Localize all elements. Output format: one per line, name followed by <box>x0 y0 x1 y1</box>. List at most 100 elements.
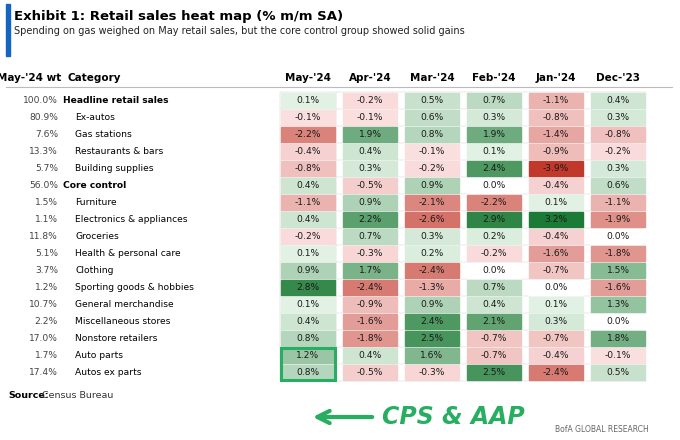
Text: -2.6%: -2.6% <box>419 215 445 224</box>
Text: Autos ex parts: Autos ex parts <box>75 368 141 377</box>
Bar <box>591 365 645 380</box>
Bar <box>529 229 583 244</box>
Text: 0.4%: 0.4% <box>607 96 630 105</box>
Bar <box>591 280 645 295</box>
Bar <box>591 229 645 244</box>
Text: 0.5%: 0.5% <box>607 368 630 377</box>
Bar <box>529 161 583 176</box>
Bar <box>343 110 397 125</box>
Bar <box>281 212 335 227</box>
Text: -0.8%: -0.8% <box>605 130 631 139</box>
Bar <box>343 229 397 244</box>
Bar <box>467 178 521 193</box>
Text: Census Bureau: Census Bureau <box>42 391 114 400</box>
Text: -2.2%: -2.2% <box>294 130 321 139</box>
Bar <box>343 365 397 380</box>
Text: -1.8%: -1.8% <box>605 249 631 258</box>
Bar <box>467 127 521 142</box>
Text: Dec-'23: Dec-'23 <box>596 73 640 83</box>
Bar <box>405 314 459 329</box>
Text: 0.8%: 0.8% <box>296 368 320 377</box>
Bar <box>529 246 583 261</box>
Text: 0.8%: 0.8% <box>420 130 443 139</box>
Text: 0.9%: 0.9% <box>358 198 381 207</box>
Bar <box>6 4 10 56</box>
Text: -0.7%: -0.7% <box>481 351 507 360</box>
Text: 3.7%: 3.7% <box>35 266 58 275</box>
Text: 1.7%: 1.7% <box>35 351 58 360</box>
Bar <box>343 127 397 142</box>
Text: 0.3%: 0.3% <box>358 164 381 173</box>
Bar <box>591 348 645 363</box>
Bar <box>343 178 397 193</box>
Bar <box>343 195 397 210</box>
Bar <box>591 161 645 176</box>
Text: -1.6%: -1.6% <box>543 249 569 258</box>
Bar <box>343 314 397 329</box>
Bar <box>281 314 335 329</box>
Text: Gas stations: Gas stations <box>75 130 132 139</box>
Bar <box>529 127 583 142</box>
Bar <box>405 297 459 312</box>
Text: 2.9%: 2.9% <box>482 215 505 224</box>
Bar <box>405 93 459 108</box>
Text: -3.9%: -3.9% <box>543 164 569 173</box>
Text: 56.0%: 56.0% <box>29 181 58 190</box>
Text: 1.8%: 1.8% <box>607 334 630 343</box>
Text: 0.8%: 0.8% <box>296 334 320 343</box>
Text: Exhibit 1: Retail sales heat map (% m/m SA): Exhibit 1: Retail sales heat map (% m/m … <box>14 10 343 23</box>
Bar <box>591 314 645 329</box>
Text: -0.1%: -0.1% <box>295 113 321 122</box>
Text: 1.7%: 1.7% <box>358 266 381 275</box>
Bar <box>343 144 397 159</box>
Text: 0.6%: 0.6% <box>607 181 630 190</box>
Text: 0.3%: 0.3% <box>420 232 443 241</box>
Text: 0.3%: 0.3% <box>607 113 630 122</box>
Text: 80.9%: 80.9% <box>29 113 58 122</box>
Text: 1.6%: 1.6% <box>420 351 443 360</box>
Text: 0.1%: 0.1% <box>296 96 320 105</box>
Bar <box>343 331 397 346</box>
Text: 1.5%: 1.5% <box>607 266 630 275</box>
Bar <box>467 229 521 244</box>
Bar <box>405 348 459 363</box>
Text: 0.4%: 0.4% <box>358 351 381 360</box>
Bar <box>405 365 459 380</box>
Bar <box>405 246 459 261</box>
Text: Ex-autos: Ex-autos <box>75 113 115 122</box>
Text: -0.4%: -0.4% <box>543 351 569 360</box>
Text: Apr-'24: Apr-'24 <box>349 73 392 83</box>
Text: 10.7%: 10.7% <box>29 300 58 309</box>
Text: 0.0%: 0.0% <box>607 317 630 326</box>
Bar <box>343 161 397 176</box>
Text: 0.1%: 0.1% <box>296 300 320 309</box>
Text: -1.6%: -1.6% <box>605 283 631 292</box>
Text: -2.4%: -2.4% <box>419 266 445 275</box>
Bar <box>529 93 583 108</box>
Bar <box>529 280 583 295</box>
Text: 0.1%: 0.1% <box>296 249 320 258</box>
Bar <box>591 195 645 210</box>
Bar <box>529 297 583 312</box>
Bar <box>529 348 583 363</box>
Text: 0.0%: 0.0% <box>482 181 506 190</box>
Text: -2.2%: -2.2% <box>481 198 507 207</box>
Bar <box>281 280 335 295</box>
Bar <box>467 93 521 108</box>
Bar <box>405 331 459 346</box>
Bar <box>467 331 521 346</box>
Text: 0.7%: 0.7% <box>358 232 381 241</box>
Text: -0.3%: -0.3% <box>357 249 384 258</box>
Bar <box>405 212 459 227</box>
Bar <box>467 212 521 227</box>
Text: -0.4%: -0.4% <box>294 147 321 156</box>
Bar <box>405 195 459 210</box>
Text: 0.9%: 0.9% <box>296 266 320 275</box>
Text: 1.9%: 1.9% <box>483 130 505 139</box>
Text: 2.2%: 2.2% <box>35 317 58 326</box>
Bar <box>591 331 645 346</box>
Bar <box>405 229 459 244</box>
Bar <box>467 280 521 295</box>
Text: 0.4%: 0.4% <box>358 147 381 156</box>
Text: 17.0%: 17.0% <box>29 334 58 343</box>
